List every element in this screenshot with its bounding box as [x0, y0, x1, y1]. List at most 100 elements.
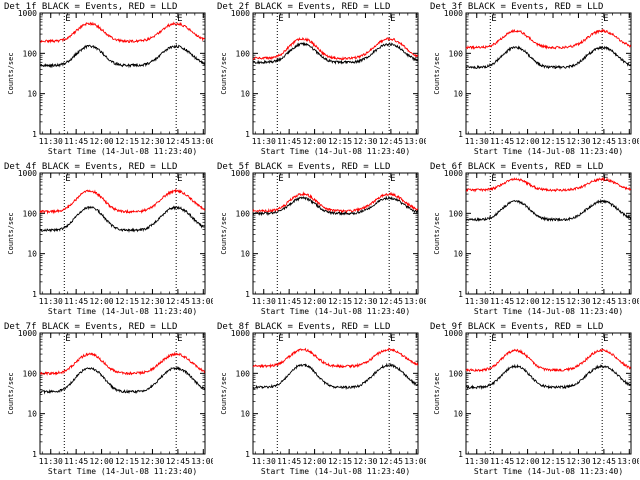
- x-tick-label: 12:45: [379, 457, 403, 466]
- lld-series-line: [465, 28, 632, 50]
- panel-title: Det 6f BLACK = Events, RED = LLD: [430, 162, 603, 172]
- panel-title: Det 2f BLACK = Events, RED = LLD: [217, 2, 390, 12]
- x-tick-label: 12:00: [303, 137, 327, 146]
- x-axis-label: Start Time (14-Jul-08 11:23:40): [261, 307, 410, 316]
- y-tick-label: 1: [32, 450, 37, 459]
- y-tick-label: 100: [23, 369, 38, 378]
- x-tick-label: 13:00: [404, 457, 426, 466]
- y-tick-label: 10: [27, 410, 37, 419]
- x-tick-label: 12:45: [592, 297, 616, 306]
- lld-series-line: [39, 351, 206, 376]
- plot-frame: [252, 332, 419, 455]
- x-tick-label: 12:00: [516, 457, 540, 466]
- panel-title: Det 1f BLACK = Events, RED = LLD: [4, 2, 177, 12]
- x-tick-label: 12:45: [166, 457, 190, 466]
- event-marker-label: E: [390, 14, 395, 24]
- x-tick-label: 11:30: [252, 457, 276, 466]
- plot-frame: [252, 172, 419, 295]
- x-tick-label: 12:30: [566, 297, 590, 306]
- y-tick-label: 100: [236, 209, 251, 218]
- x-tick-label: 12:15: [115, 297, 139, 306]
- x-tick-label: 12:30: [140, 457, 164, 466]
- plot-frame: [465, 172, 632, 295]
- x-tick-label: 12:45: [166, 137, 190, 146]
- x-axis-label: Start Time (14-Jul-08 11:23:40): [48, 467, 197, 476]
- event-marker-label: E: [491, 14, 496, 24]
- x-tick-label: 13:00: [404, 137, 426, 146]
- event-marker-label: E: [65, 334, 70, 344]
- x-tick-label: 12:00: [90, 137, 114, 146]
- x-tick-label: 12:00: [516, 137, 540, 146]
- x-tick-label: 13:00: [191, 137, 213, 146]
- y-axis-label: Counts/sec: [7, 372, 15, 414]
- x-tick-label: 12:30: [140, 137, 164, 146]
- x-tick-label: 12:15: [541, 457, 565, 466]
- y-axis-label: Counts/sec: [220, 212, 228, 254]
- event-marker-label: E: [177, 334, 182, 344]
- x-tick-label: 11:30: [252, 137, 276, 146]
- x-tick-label: 12:30: [353, 457, 377, 466]
- x-tick-label: 11:45: [490, 137, 514, 146]
- events-series-line: [39, 205, 205, 233]
- lld-series-line: [39, 188, 206, 215]
- event-marker-label: E: [603, 14, 608, 24]
- y-tick-label: 1000: [231, 329, 250, 338]
- event-marker-label: E: [278, 14, 283, 24]
- events-series-line: [252, 195, 419, 217]
- x-tick-label: 12:00: [303, 297, 327, 306]
- x-tick-label: 12:45: [379, 297, 403, 306]
- events-series-line: [39, 43, 206, 69]
- x-axis-label: Start Time (14-Jul-08 11:23:40): [474, 467, 623, 476]
- lld-series-line: [465, 348, 631, 373]
- event-marker-label: E: [177, 174, 182, 184]
- y-tick-label: 1000: [18, 329, 37, 338]
- panel-6: Det 6f BLACK = Events, RED = LLD 1 10 100 10…: [430, 162, 639, 316]
- events-series-line: [465, 45, 632, 70]
- lld-series-line: [252, 191, 419, 214]
- x-tick-label: 12:15: [328, 137, 352, 146]
- x-tick-label: 11:45: [490, 457, 514, 466]
- y-tick-label: 1: [245, 130, 250, 139]
- y-tick-label: 1: [32, 130, 37, 139]
- x-tick-label: 12:15: [328, 457, 352, 466]
- y-tick-label: 1000: [444, 329, 463, 338]
- y-tick-label: 1000: [18, 9, 37, 18]
- x-tick-label: 11:45: [277, 137, 301, 146]
- x-tick-label: 12:15: [328, 297, 352, 306]
- y-axis-label: Counts/sec: [220, 52, 228, 94]
- event-marker-label: E: [390, 334, 395, 344]
- y-tick-label: 1: [245, 290, 250, 299]
- event-marker-label: E: [278, 174, 283, 184]
- x-tick-label: 11:45: [64, 297, 88, 306]
- event-marker-label: E: [491, 334, 496, 344]
- panel-5: Det 5f BLACK = Events, RED = LLD 1 10 100 10…: [217, 162, 426, 316]
- x-tick-label: 12:30: [140, 297, 164, 306]
- y-tick-label: 10: [240, 90, 250, 99]
- x-axis-label: Start Time (14-Jul-08 11:23:40): [261, 147, 410, 156]
- y-axis-label: Counts/sec: [7, 52, 15, 94]
- y-tick-label: 10: [453, 90, 463, 99]
- panel-3: Det 3f BLACK = Events, RED = LLD 1 10 100 10…: [430, 2, 639, 156]
- y-tick-label: 100: [449, 369, 464, 378]
- panel-title: Det 7f BLACK = Events, RED = LLD: [4, 322, 177, 332]
- y-axis-label: Counts/sec: [433, 52, 441, 94]
- y-tick-label: 10: [240, 410, 250, 419]
- y-axis-label: Counts/sec: [433, 212, 441, 254]
- x-tick-label: 11:45: [277, 457, 301, 466]
- x-tick-label: 12:30: [566, 137, 590, 146]
- x-axis-label: Start Time (14-Jul-08 11:23:40): [48, 147, 197, 156]
- x-tick-label: 13:00: [617, 457, 639, 466]
- x-tick-label: 13:00: [404, 297, 426, 306]
- event-marker-label: E: [278, 334, 283, 344]
- x-axis-label: Start Time (14-Jul-08 11:23:40): [474, 147, 623, 156]
- lld-series-line: [39, 21, 206, 44]
- y-tick-label: 1: [32, 290, 37, 299]
- x-tick-label: 11:30: [465, 457, 489, 466]
- panel-7: Det 7f BLACK = Events, RED = LLD 1 10 100 10…: [4, 322, 213, 476]
- plot-frame: [252, 12, 419, 135]
- x-tick-label: 12:30: [353, 137, 377, 146]
- x-tick-label: 11:30: [465, 137, 489, 146]
- x-tick-label: 13:00: [617, 137, 639, 146]
- x-tick-label: 12:00: [90, 457, 114, 466]
